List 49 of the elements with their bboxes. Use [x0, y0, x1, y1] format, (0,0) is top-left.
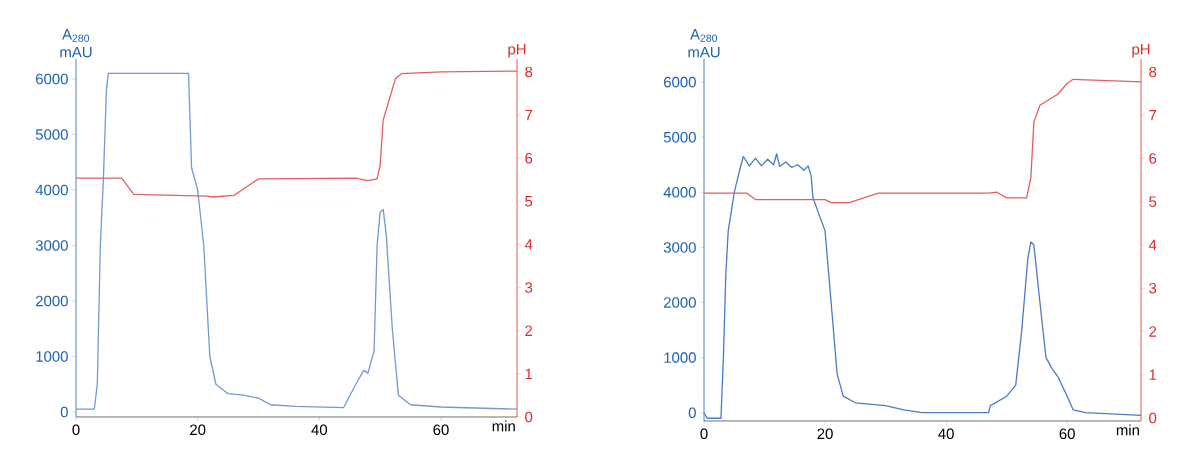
- y-tick-label: 5000: [35, 129, 68, 140]
- y2-tick-label: 3: [525, 282, 533, 293]
- y-tick-label: 1000: [36, 351, 68, 362]
- y2-tick-label: 8: [1149, 66, 1157, 78]
- line-series: [703, 153, 1142, 419]
- y-tick-label: 2000: [36, 295, 68, 307]
- y-tick-label: 0: [60, 406, 68, 418]
- y-tick-label: 5000: [663, 131, 696, 143]
- y2-tick-label: 6: [525, 152, 533, 164]
- x-axis-title: min: [1116, 424, 1139, 436]
- x-tick-label: 20: [190, 424, 206, 436]
- line-series: [75, 72, 518, 410]
- y2-tick-label: 2: [1149, 326, 1157, 337]
- x-axis-title: min: [492, 420, 515, 432]
- x-tick-label: 40: [311, 424, 328, 436]
- y2-tick-label: 0: [1149, 412, 1157, 424]
- y-axis-title: A$_{280}$ mAU: [688, 29, 720, 58]
- y2-tick-label: 5: [525, 196, 533, 207]
- y2-axis-title: pH: [1132, 44, 1150, 58]
- y2-tick-label: 4: [524, 239, 533, 250]
- y2-tick-label: 0: [525, 411, 533, 423]
- y-tick-label: 4000: [663, 187, 696, 198]
- y2-tick-label: 2: [525, 325, 533, 336]
- y-tick-label: 1000: [664, 352, 696, 363]
- y-tick-label: 6000: [36, 73, 68, 85]
- x-tick-label: 20: [817, 428, 833, 440]
- y2-tick-label: 4: [1148, 239, 1157, 251]
- x-tick-label: 40: [938, 428, 954, 440]
- y-tick-label: 4000: [35, 184, 68, 196]
- y-axis-title: A$_{280}$ mAU: [60, 29, 92, 58]
- x-tick-label: 60: [1059, 428, 1075, 440]
- y2-tick-label: 8: [525, 66, 533, 78]
- y-tick-label: 0: [688, 407, 696, 418]
- y2-tick-label: 5: [1149, 196, 1157, 207]
- x-tick-label: 0: [72, 424, 80, 436]
- y2-tick-label: 1: [525, 368, 533, 379]
- y-tick-label: 2000: [664, 297, 696, 308]
- y2-tick-label: 7: [525, 109, 533, 121]
- y2-tick-label: 6: [1149, 153, 1157, 164]
- line-series: [75, 70, 518, 198]
- y-tick-label: 3000: [663, 242, 696, 253]
- y-tick-label: 3000: [35, 240, 68, 251]
- y2-tick-label: 3: [1149, 282, 1157, 294]
- y2-tick-label: 7: [1149, 110, 1157, 121]
- y2-axis-title: pH: [508, 44, 526, 58]
- x-tick-label: 60: [433, 424, 449, 436]
- y2-tick-label: 1: [1149, 369, 1157, 380]
- y-tick-label: 6000: [664, 76, 696, 88]
- x-tick-label: 0: [700, 428, 708, 440]
